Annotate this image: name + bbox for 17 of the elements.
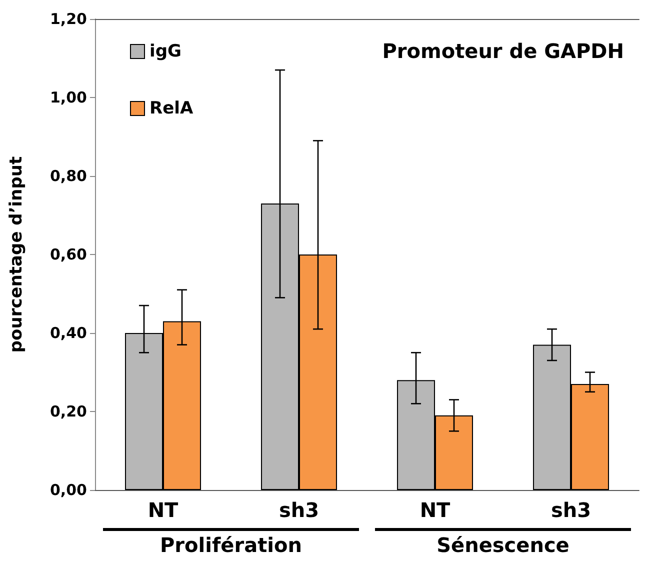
legend-label: RelA	[150, 98, 194, 118]
x-tick-label: NT	[148, 498, 179, 522]
text: Sénescence	[375, 528, 631, 557]
y-tick-label: 0,80	[50, 167, 87, 185]
y-tick-label: 1,20	[50, 10, 87, 28]
y-tick-label: 0,20	[50, 402, 87, 420]
text: Prolifération	[103, 528, 359, 557]
x-tick-label: sh3	[550, 498, 592, 522]
text: Promoteur de GAPDH	[382, 39, 624, 63]
y-tick-label: 0,60	[50, 246, 87, 264]
y-axis-title: pourcentage d’input	[6, 156, 26, 353]
y-tick-label: 1,00	[50, 88, 87, 106]
x-tick-label: sh3	[278, 498, 320, 522]
y-tick-label: 0,00	[50, 481, 87, 499]
x-tick-label: NT	[420, 498, 451, 522]
y-tick-label: 0,40	[50, 324, 87, 342]
legend-label: igG	[150, 42, 182, 62]
